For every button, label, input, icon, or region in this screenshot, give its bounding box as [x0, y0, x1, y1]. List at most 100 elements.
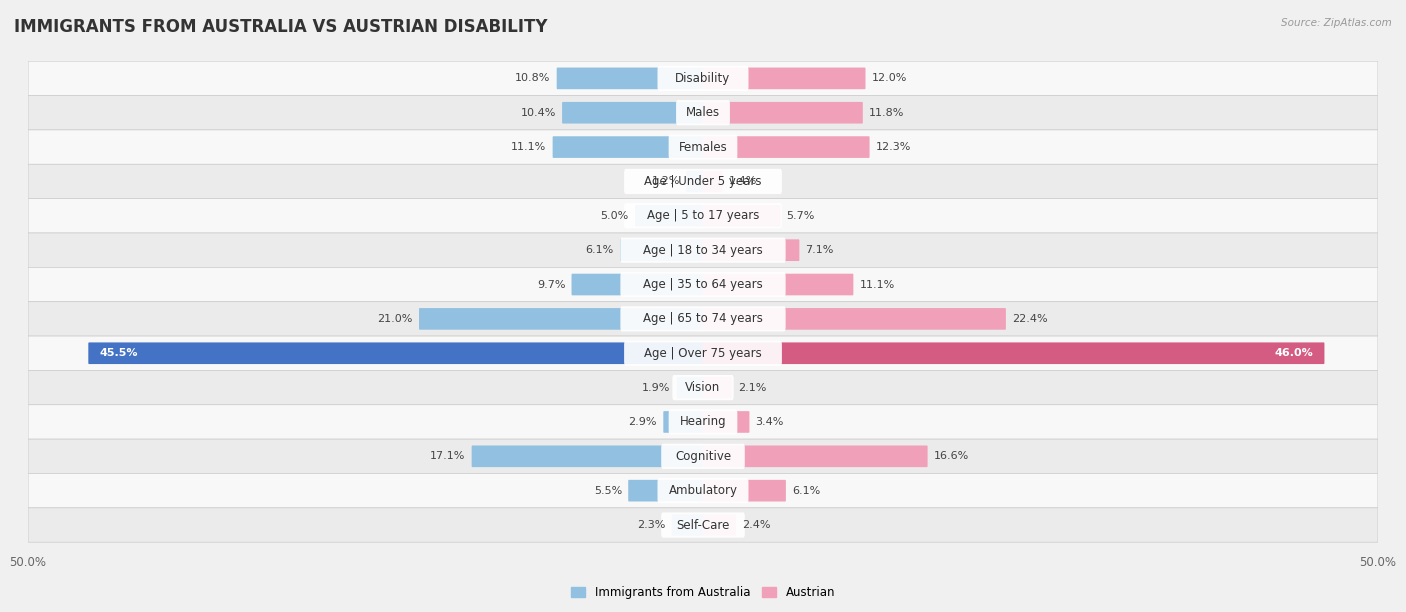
- Text: 1.2%: 1.2%: [651, 176, 681, 187]
- Text: Ambulatory: Ambulatory: [668, 484, 738, 497]
- FancyBboxPatch shape: [664, 411, 703, 433]
- Text: 2.3%: 2.3%: [637, 520, 665, 530]
- FancyBboxPatch shape: [661, 444, 745, 469]
- FancyBboxPatch shape: [553, 136, 703, 158]
- FancyBboxPatch shape: [703, 136, 869, 158]
- FancyBboxPatch shape: [672, 375, 734, 400]
- Text: 3.4%: 3.4%: [755, 417, 785, 427]
- Text: 46.0%: 46.0%: [1274, 348, 1313, 358]
- FancyBboxPatch shape: [28, 95, 1378, 130]
- Text: Hearing: Hearing: [679, 416, 727, 428]
- FancyBboxPatch shape: [620, 239, 703, 261]
- Text: 2.4%: 2.4%: [742, 520, 770, 530]
- FancyBboxPatch shape: [28, 302, 1378, 336]
- FancyBboxPatch shape: [28, 199, 1378, 233]
- FancyBboxPatch shape: [624, 169, 782, 194]
- FancyBboxPatch shape: [703, 274, 853, 296]
- FancyBboxPatch shape: [471, 446, 703, 467]
- Text: 45.5%: 45.5%: [100, 348, 138, 358]
- Text: Females: Females: [679, 141, 727, 154]
- Text: Cognitive: Cognitive: [675, 450, 731, 463]
- Text: Age | Over 75 years: Age | Over 75 years: [644, 347, 762, 360]
- Text: IMMIGRANTS FROM AUSTRALIA VS AUSTRIAN DISABILITY: IMMIGRANTS FROM AUSTRALIA VS AUSTRIAN DI…: [14, 18, 547, 36]
- FancyBboxPatch shape: [28, 164, 1378, 199]
- FancyBboxPatch shape: [703, 102, 863, 124]
- Text: 10.4%: 10.4%: [520, 108, 555, 118]
- FancyBboxPatch shape: [89, 343, 703, 364]
- FancyBboxPatch shape: [28, 439, 1378, 474]
- FancyBboxPatch shape: [703, 67, 866, 89]
- FancyBboxPatch shape: [557, 67, 703, 89]
- FancyBboxPatch shape: [676, 100, 730, 125]
- FancyBboxPatch shape: [669, 135, 737, 160]
- Text: 2.1%: 2.1%: [738, 382, 766, 393]
- Text: 21.0%: 21.0%: [377, 314, 413, 324]
- Text: 1.9%: 1.9%: [643, 382, 671, 393]
- Text: Age | 65 to 74 years: Age | 65 to 74 years: [643, 312, 763, 326]
- Text: 11.1%: 11.1%: [859, 280, 894, 289]
- Text: 17.1%: 17.1%: [430, 451, 465, 461]
- Text: 6.1%: 6.1%: [586, 245, 614, 255]
- Text: Males: Males: [686, 106, 720, 119]
- FancyBboxPatch shape: [571, 274, 703, 296]
- Text: 7.1%: 7.1%: [806, 245, 834, 255]
- FancyBboxPatch shape: [703, 308, 1005, 330]
- Text: Age | 5 to 17 years: Age | 5 to 17 years: [647, 209, 759, 222]
- FancyBboxPatch shape: [419, 308, 703, 330]
- FancyBboxPatch shape: [620, 237, 786, 263]
- FancyBboxPatch shape: [703, 377, 733, 398]
- Text: Age | 35 to 64 years: Age | 35 to 64 years: [643, 278, 763, 291]
- Text: Self-Care: Self-Care: [676, 518, 730, 532]
- Text: Age | Under 5 years: Age | Under 5 years: [644, 175, 762, 188]
- Text: 5.0%: 5.0%: [600, 211, 628, 221]
- Text: Source: ZipAtlas.com: Source: ZipAtlas.com: [1281, 18, 1392, 28]
- Text: Age | 18 to 34 years: Age | 18 to 34 years: [643, 244, 763, 256]
- Text: 9.7%: 9.7%: [537, 280, 565, 289]
- Text: 2.9%: 2.9%: [628, 417, 657, 427]
- Text: Vision: Vision: [685, 381, 721, 394]
- Text: 12.3%: 12.3%: [876, 142, 911, 152]
- FancyBboxPatch shape: [28, 370, 1378, 405]
- FancyBboxPatch shape: [620, 272, 786, 297]
- Text: 22.4%: 22.4%: [1012, 314, 1047, 324]
- FancyBboxPatch shape: [624, 341, 782, 366]
- Text: 11.1%: 11.1%: [512, 142, 547, 152]
- FancyBboxPatch shape: [28, 508, 1378, 542]
- FancyBboxPatch shape: [624, 203, 782, 228]
- Text: 6.1%: 6.1%: [792, 486, 820, 496]
- Text: Disability: Disability: [675, 72, 731, 85]
- FancyBboxPatch shape: [669, 409, 737, 435]
- Text: 16.6%: 16.6%: [934, 451, 969, 461]
- FancyBboxPatch shape: [28, 336, 1378, 370]
- Legend: Immigrants from Australia, Austrian: Immigrants from Australia, Austrian: [567, 581, 839, 603]
- Text: 10.8%: 10.8%: [515, 73, 551, 83]
- FancyBboxPatch shape: [703, 239, 800, 261]
- FancyBboxPatch shape: [703, 480, 786, 501]
- FancyBboxPatch shape: [676, 377, 703, 398]
- FancyBboxPatch shape: [28, 267, 1378, 302]
- Text: 5.7%: 5.7%: [787, 211, 815, 221]
- FancyBboxPatch shape: [562, 102, 703, 124]
- FancyBboxPatch shape: [620, 306, 786, 332]
- FancyBboxPatch shape: [28, 61, 1378, 95]
- FancyBboxPatch shape: [28, 233, 1378, 267]
- FancyBboxPatch shape: [661, 512, 745, 538]
- Text: 1.4%: 1.4%: [728, 176, 756, 187]
- FancyBboxPatch shape: [686, 171, 703, 192]
- FancyBboxPatch shape: [636, 205, 703, 226]
- FancyBboxPatch shape: [658, 478, 748, 503]
- FancyBboxPatch shape: [672, 514, 703, 536]
- FancyBboxPatch shape: [28, 474, 1378, 508]
- FancyBboxPatch shape: [703, 411, 749, 433]
- Text: 11.8%: 11.8%: [869, 108, 904, 118]
- FancyBboxPatch shape: [703, 171, 723, 192]
- FancyBboxPatch shape: [703, 446, 928, 467]
- FancyBboxPatch shape: [28, 130, 1378, 164]
- FancyBboxPatch shape: [703, 514, 735, 536]
- FancyBboxPatch shape: [703, 205, 780, 226]
- Text: 5.5%: 5.5%: [593, 486, 621, 496]
- FancyBboxPatch shape: [28, 405, 1378, 439]
- FancyBboxPatch shape: [658, 65, 748, 91]
- Text: 12.0%: 12.0%: [872, 73, 907, 83]
- FancyBboxPatch shape: [628, 480, 703, 501]
